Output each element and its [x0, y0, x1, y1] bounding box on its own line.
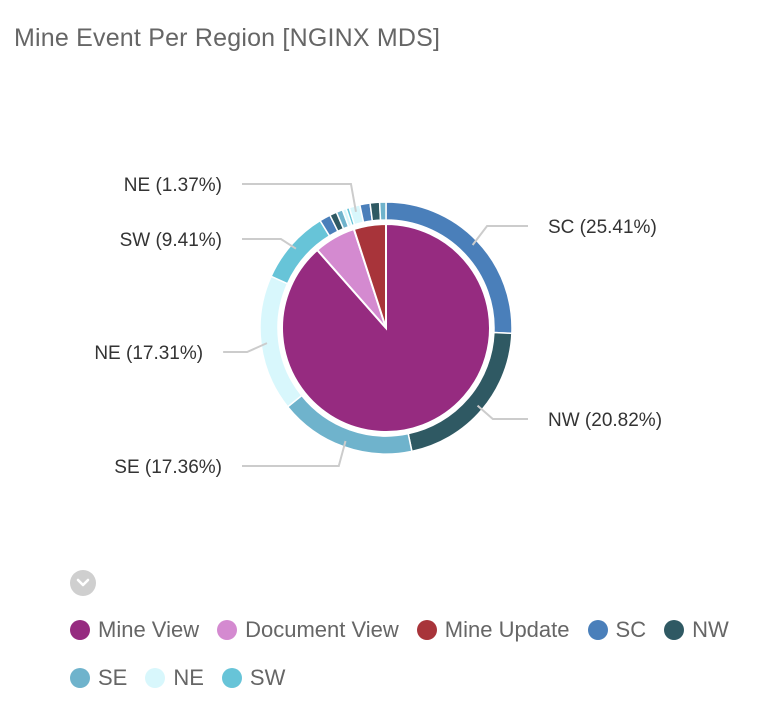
leader-line-1 — [476, 404, 528, 420]
legend-item-nw[interactable]: NW — [664, 614, 729, 646]
legend-marker-icon — [221, 668, 242, 688]
legend-label: Mine View — [98, 617, 200, 642]
legend-marker-icon — [664, 620, 685, 640]
leader-line-4 — [242, 238, 297, 250]
legend-label: Mine Update — [444, 617, 570, 642]
legend-item-sw[interactable]: SW — [221, 662, 286, 694]
slice-label-4: SW (9.41%) — [120, 230, 222, 251]
slice-label-2: SE (17.36%) — [114, 457, 222, 478]
leader-line-10 — [242, 183, 357, 212]
chart-legend: Mine View Document View Mine Update SC NW SE N… — [70, 614, 730, 694]
outer-slice-nw-12[interactable] — [369, 201, 382, 222]
legend-label: Document View — [245, 617, 399, 642]
legend-label: SW — [249, 665, 286, 690]
legend-label: NE — [173, 665, 204, 690]
legend-marker-icon — [145, 668, 166, 688]
legend-marker-icon — [70, 620, 90, 640]
legend-toggle-button[interactable] — [70, 570, 96, 596]
slice-label-0: SC (25.41%) — [548, 217, 657, 238]
legend-marker-icon — [416, 620, 437, 640]
chart-title: Mine Event Per Region [NGINX MDS] — [14, 24, 441, 52]
legend-item-mine-update[interactable]: Mine Update — [416, 614, 570, 646]
legend-item-sc[interactable]: SC — [587, 614, 647, 646]
leader-line-2 — [242, 440, 347, 467]
legend-marker-icon — [217, 620, 238, 640]
legend-marker-icon — [587, 620, 608, 640]
legend-label: SE — [98, 665, 128, 690]
legend-label: SC — [615, 617, 647, 642]
leader-line-3 — [223, 342, 268, 353]
slice-label-3: NE (17.31%) — [94, 343, 203, 364]
pie-chart: SC (25.41%) NW (20.82%) SE (17.36%) NE (17.… — [94, 175, 662, 478]
legend-item-ne[interactable]: NE — [145, 662, 204, 694]
legend-label: NW — [692, 617, 729, 642]
legend-marker-icon — [70, 668, 90, 688]
chevron-down-icon — [76, 578, 90, 587]
slice-label-10: NE (1.37%) — [124, 175, 222, 196]
outer-slice-se-13[interactable] — [378, 201, 387, 221]
slice-label-1: NW (20.82%) — [548, 410, 662, 431]
inner-slice-mine-update[interactable] — [352, 222, 387, 329]
legend-item-se[interactable]: SE — [70, 662, 127, 694]
legend-item-mine-view[interactable]: Mine View — [70, 614, 199, 646]
leader-line-0 — [471, 225, 528, 246]
legend-item-document-view[interactable]: Document View — [217, 614, 399, 646]
